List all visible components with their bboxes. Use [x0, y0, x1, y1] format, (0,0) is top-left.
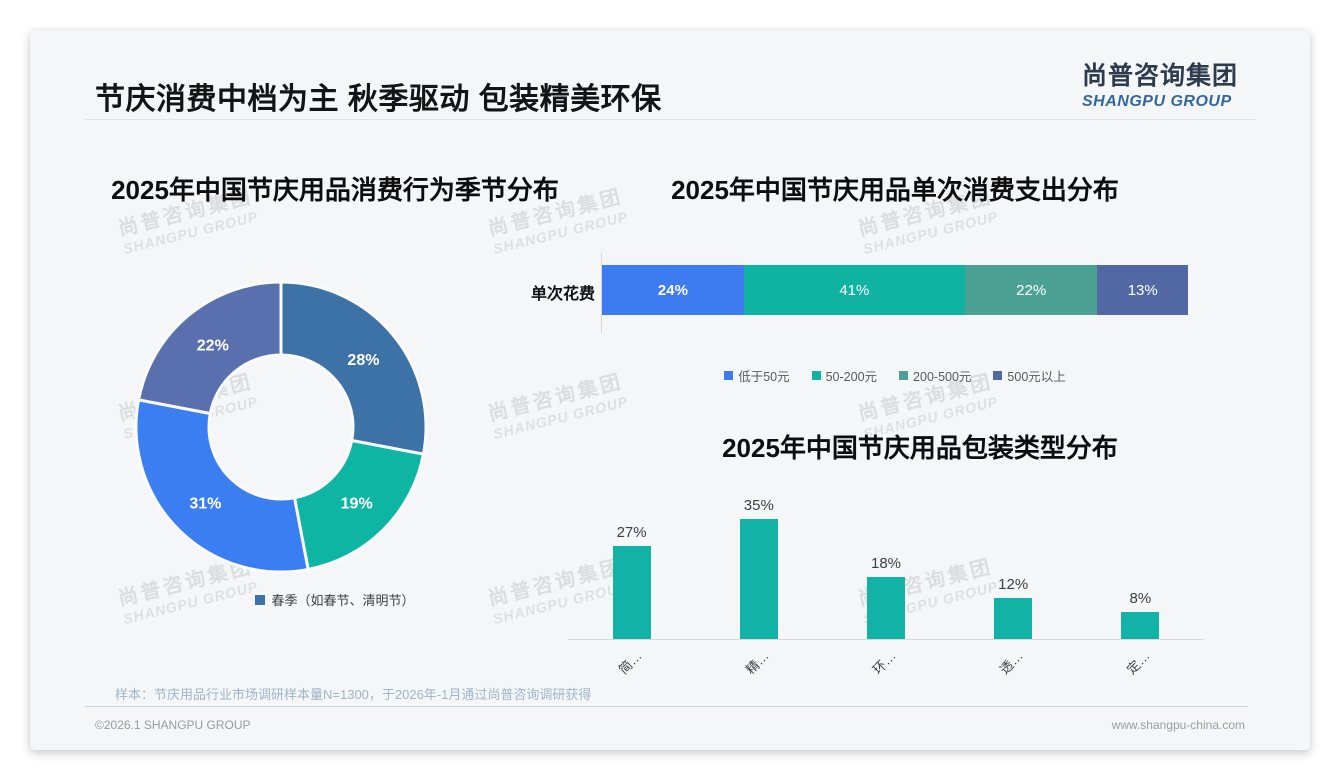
- bar[interactable]: [739, 519, 778, 639]
- spend-stacked-bar: 24% 41% 22% 13%: [602, 265, 1189, 315]
- company-logo: 尚普咨询集团 SHANGPU GROUP: [1082, 56, 1238, 111]
- logo-cn-text: 尚普咨询集团: [1081, 62, 1238, 90]
- bar[interactable]: [867, 577, 905, 639]
- footer: ©2026.1 SHANGPU GROUP www.shangpu-china.…: [95, 718, 1245, 732]
- spend-legend: 低于50元 50-200元 200-500元 500元以上: [630, 366, 1160, 385]
- legend-item[interactable]: 低于50元: [724, 366, 790, 385]
- stacked-segment-value: 22%: [1016, 281, 1047, 299]
- bar-value-label: 12%: [998, 575, 1029, 593]
- copyright-text: ©2026.1 SHANGPU GROUP: [95, 718, 251, 732]
- legend-label: 200-500元: [913, 370, 972, 384]
- donut-legend: 春季（如春节、清明节）: [80, 590, 590, 609]
- stacked-segment[interactable]: 22%: [964, 265, 1098, 315]
- donut-slice-value: 28%: [347, 352, 379, 369]
- logo-en-text: SHANGPU GROUP: [1081, 93, 1232, 110]
- x-axis-line: [568, 639, 1204, 640]
- legend-swatch: [993, 371, 1003, 380]
- donut-slice-value: 22%: [197, 338, 229, 355]
- legend-label: 春季（如春节、清明节）: [271, 593, 415, 608]
- legend-label: 低于50元: [738, 370, 790, 384]
- stacked-segment[interactable]: 24%: [602, 265, 744, 315]
- packaging-bar-chart: 27% 简… 35% 精… 18% 环… 12% 透… 8% 定…: [568, 490, 1204, 677]
- legend-swatch: [255, 594, 266, 605]
- legend-swatch: [811, 371, 821, 380]
- stacked-segment-value: 24%: [657, 281, 688, 299]
- donut-slice[interactable]: [136, 280, 283, 416]
- legend-item[interactable]: 春季（如春节、清明节）: [255, 590, 415, 609]
- donut-slice[interactable]: [279, 280, 428, 456]
- packaging-chart-title: 2025年中国节庆用品包装类型分布: [722, 433, 1118, 463]
- stacked-segment-value: 41%: [839, 281, 870, 299]
- season-donut-chart: 28% 19% 31% 22%: [134, 280, 428, 574]
- bar[interactable]: [994, 597, 1033, 639]
- legend-item[interactable]: 50-200元: [811, 366, 878, 385]
- legend-item[interactable]: 500元以上: [993, 366, 1066, 385]
- bar-value-label: 35%: [743, 497, 774, 514]
- bar-value-label: 18%: [870, 555, 902, 573]
- donut-slice[interactable]: [134, 398, 310, 574]
- legend-item[interactable]: 200-500元: [899, 366, 971, 385]
- donut-slice-value: 31%: [189, 496, 221, 513]
- slide-card: 尚普咨询集团 SHANGPU GROUP 尚普咨询集团 SHANGPU GROUP 尚普…: [30, 30, 1310, 750]
- donut-slice[interactable]: [292, 438, 426, 572]
- legend-label: 500元以上: [1007, 370, 1066, 384]
- bar[interactable]: [612, 546, 651, 639]
- stacked-bar-category-label: 单次花费: [530, 286, 595, 303]
- stacked-bar-axis-line: [601, 253, 602, 333]
- bar-value-label: 8%: [1129, 589, 1152, 607]
- legend-label: 50-200元: [825, 370, 878, 384]
- donut-slice-value: 19%: [341, 496, 373, 513]
- sample-note: 样本：节庆用品行业市场调研样本量N=1300，于2026年-1月通过尚普咨询调研…: [115, 687, 592, 702]
- page-title: 节庆消费中档为主 秋季驱动 包装精美环保: [95, 83, 662, 116]
- footer-divider: [85, 706, 1248, 707]
- donut-chart-title: 2025年中国节庆用品消费行为季节分布: [111, 175, 559, 205]
- legend-swatch: [899, 371, 909, 380]
- spend-chart-title: 2025年中国节庆用品单次消费支出分布: [671, 175, 1119, 205]
- legend-swatch: [724, 371, 734, 380]
- bar[interactable]: [1121, 611, 1160, 639]
- bar-value-label: 27%: [616, 524, 647, 542]
- title-divider: [85, 119, 1255, 120]
- stacked-segment[interactable]: 41%: [743, 265, 965, 315]
- stacked-segment-value: 13%: [1127, 281, 1158, 299]
- website-url: www.shangpu-china.com: [1111, 718, 1245, 732]
- stacked-segment[interactable]: 13%: [1097, 265, 1189, 315]
